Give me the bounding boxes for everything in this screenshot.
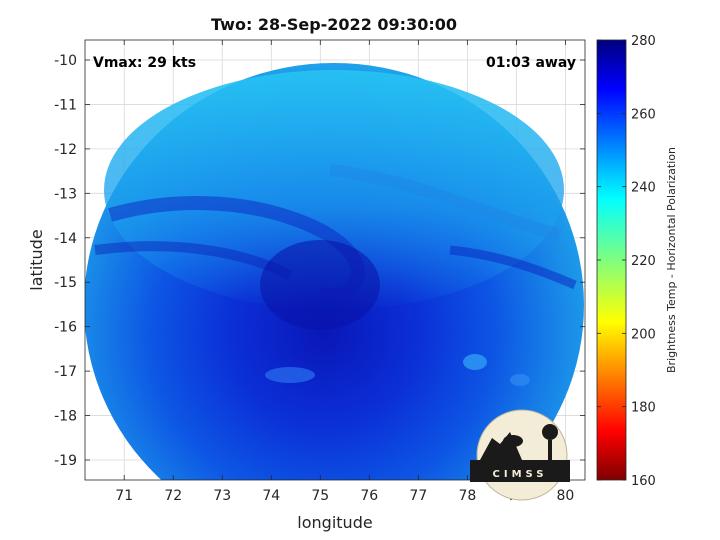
chart-title: Two: 28-Sep-2022 09:30:00 <box>211 15 457 34</box>
colorbar-tick-label: 220 <box>631 254 656 269</box>
axes-frame <box>84 39 586 481</box>
x-tick-label: 71 <box>115 488 133 504</box>
colorbar <box>596 39 627 481</box>
y-axis-label: latitude <box>27 229 46 290</box>
x-tick-label: 76 <box>360 488 378 504</box>
colorbar-tick-label: 160 <box>631 474 656 489</box>
y-axis-ticks: -10 -11 -12 -13 -14 -15 -16 -17 -18 -19 <box>54 53 585 469</box>
brightness-temp-swath <box>85 63 584 480</box>
x-tick-label: 73 <box>213 488 231 504</box>
x-tick-label: 77 <box>409 488 427 504</box>
cimss-logo: CIMSS <box>470 409 570 501</box>
x-tick-label: 72 <box>164 488 182 504</box>
vmax-annotation: Vmax: 29 kts <box>93 55 196 71</box>
x-tick-label: 74 <box>262 488 280 504</box>
y-tick-label: -13 <box>54 186 77 202</box>
y-tick-label: -12 <box>54 142 77 158</box>
y-tick-label: -14 <box>54 231 77 247</box>
colorbar-ticks: 160 180 200 220 240 260 280 <box>597 34 656 489</box>
colorbar-tick-label: 280 <box>631 34 656 49</box>
x-tick-label: 80 <box>556 488 574 504</box>
y-tick-label: -17 <box>54 364 77 380</box>
x-tick-label: 78 <box>458 488 476 504</box>
x-axis-label: longitude <box>297 513 372 532</box>
logo-text: CIMSS <box>493 469 548 480</box>
colorbar-tick-label: 240 <box>631 181 656 196</box>
colorbar-label: Brightness Temp - Horizontal Polarizatio… <box>665 147 678 373</box>
colorbar-tick-label: 180 <box>631 401 656 416</box>
colorbar-tick-label: 260 <box>631 107 656 122</box>
y-tick-label: -10 <box>54 53 77 69</box>
y-tick-label: -15 <box>54 275 77 291</box>
x-tick-label: 75 <box>311 488 329 504</box>
y-tick-label: -16 <box>54 320 77 336</box>
colorbar-tick-label: 200 <box>631 327 656 342</box>
y-tick-label: -11 <box>54 97 77 113</box>
time-away-annotation: 01:03 away <box>486 55 576 71</box>
y-tick-label: -18 <box>54 409 77 425</box>
y-tick-label: -19 <box>54 453 77 469</box>
